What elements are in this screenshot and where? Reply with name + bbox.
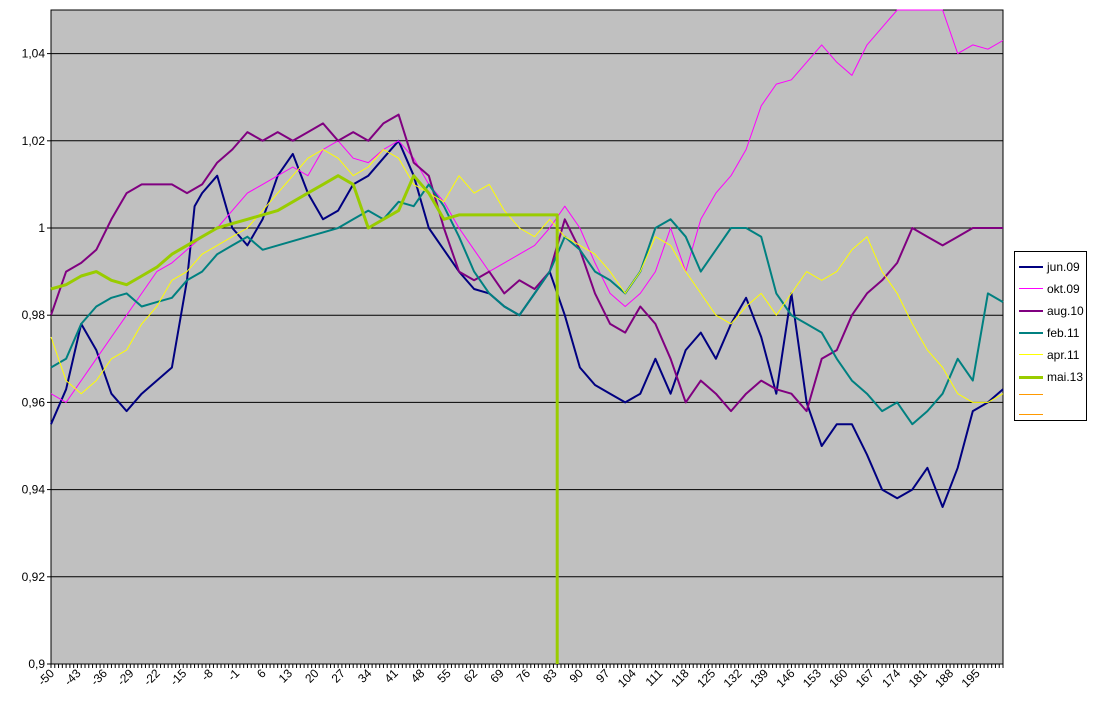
legend-empty-swatch-1 [1019, 394, 1043, 395]
x-tick-label-34: 188 [932, 666, 956, 690]
series-line-apr-11 [50, 149, 1004, 403]
series-line-mai-13 [50, 174, 559, 664]
x-tick-label-2: -36 [88, 666, 110, 688]
legend: jun.09 okt.09 aug.10 feb.11 apr.11 mai.13 [1014, 251, 1087, 421]
legend-empty-entry-1 [1019, 384, 1085, 406]
x-tick-label-4: -22 [141, 666, 163, 688]
series-line-aug-10 [50, 113, 1003, 413]
y-tick-label-3: 0,96 [22, 395, 46, 409]
y-tick-label-4: 0,98 [22, 308, 46, 322]
x-tick-label-11: 27 [329, 666, 349, 686]
x-tick-label-16: 62 [461, 666, 481, 686]
x-tick-label-1: -43 [61, 666, 83, 688]
x-tick-label-9: 13 [276, 666, 296, 686]
x-tick-label-35: 195 [959, 666, 983, 690]
legend-label: aug.10 [1047, 304, 1084, 318]
legend-label: mai.13 [1047, 370, 1084, 384]
x-tick-label-5: -15 [167, 666, 189, 688]
x-tick-label-30: 160 [826, 666, 850, 690]
x-tick-label-20: 90 [567, 666, 587, 686]
x-tick-label-29: 153 [800, 666, 824, 690]
legend-swatch [1019, 310, 1043, 312]
y-tick-label-6: 1,02 [22, 134, 46, 148]
x-tick-label-10: 20 [302, 666, 322, 686]
x-tick-label-17: 69 [487, 666, 507, 686]
x-tick-label-14: 48 [408, 666, 428, 686]
x-tick-label-33: 181 [906, 666, 930, 690]
x-tick-label-27: 139 [747, 666, 771, 690]
series-lines [50, 9, 1004, 664]
y-tick-label-1: 0,92 [22, 570, 46, 584]
legend-label: okt.09 [1047, 282, 1080, 296]
legend-entry-aug-10: aug.10 [1019, 300, 1085, 322]
y-tick-label-7: 1,04 [22, 47, 46, 61]
legend-empty-swatch-2 [1019, 414, 1043, 415]
x-tick-label-7: -1 [225, 666, 243, 684]
legend-entry-okt-09: okt.09 [1019, 278, 1085, 300]
legend-swatch [1019, 332, 1043, 334]
y-tick-label-2: 0,94 [22, 483, 46, 497]
legend-label: jun.09 [1047, 260, 1080, 274]
x-tick-label-28: 146 [774, 666, 798, 690]
x-tick-label-12: 34 [355, 666, 375, 686]
legend-entry-mai-13: mai.13 [1019, 366, 1085, 388]
legend-swatch [1019, 354, 1043, 355]
legend-entry-feb-11: feb.11 [1019, 322, 1085, 344]
x-tick-label-19: 83 [540, 666, 560, 686]
legend-entry-apr-11: apr.11 [1019, 344, 1085, 366]
plot-area [50, 9, 1004, 665]
x-tick-label-23: 111 [643, 666, 666, 689]
x-tick-label-8: 6 [254, 666, 269, 681]
legend-empty-entry-2 [1019, 404, 1085, 426]
x-tick-label-3: -29 [114, 666, 136, 688]
x-axis-ticks: -50 -43 -36 -29 -22 -15 -8 -1 6 13 20 27 34 41 48 55 62 6… [35, 664, 1004, 690]
x-tick-label-18: 76 [514, 666, 534, 686]
legend-swatch [1019, 288, 1043, 289]
x-tick-label-24: 118 [668, 666, 692, 690]
y-tick-label-5: 1 [38, 221, 45, 235]
y-axis-ticks: 0,9 0,92 0,94 0,96 0,98 1 1,02 1,04 [22, 47, 51, 671]
y-tick-label-0: 0,9 [28, 657, 45, 671]
x-tick-label-22: 104 [615, 666, 639, 690]
x-tick-label-25: 125 [694, 666, 718, 690]
x-tick-label-31: 167 [853, 666, 877, 690]
legend-swatch [1019, 266, 1043, 268]
x-tick-label-15: 55 [434, 666, 454, 686]
grid-lines [51, 53, 1003, 578]
x-tick-label-6: -8 [198, 666, 216, 684]
series-line-feb-11 [50, 183, 1004, 426]
x-tick-label-21: 97 [593, 666, 613, 686]
legend-entry-jun-09: jun.09 [1019, 256, 1085, 278]
legend-label: apr.11 [1047, 348, 1080, 362]
x-tick-label-13: 41 [382, 666, 402, 686]
x-tick-label-26: 132 [721, 666, 745, 690]
legend-label: feb.11 [1047, 326, 1080, 340]
x-tick-label-32: 174 [879, 666, 903, 690]
legend-swatch [1019, 376, 1043, 379]
